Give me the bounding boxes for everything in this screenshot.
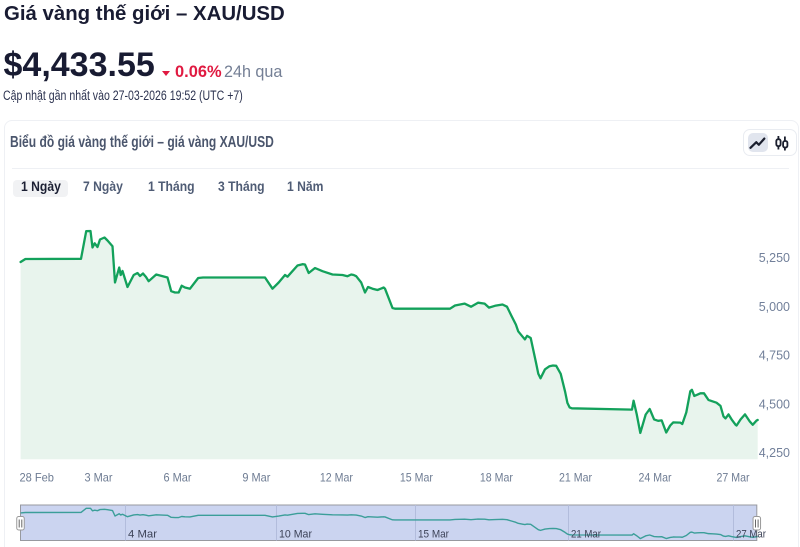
svg-text:12 Mar: 12 Mar (320, 471, 353, 485)
svg-text:24 Mar: 24 Mar (639, 471, 672, 485)
svg-text:27 Mar: 27 Mar (736, 529, 766, 541)
svg-text:4 Mar: 4 Mar (128, 529, 157, 541)
svg-text:10 Mar: 10 Mar (279, 529, 312, 541)
svg-text:21 Mar: 21 Mar (571, 529, 601, 541)
svg-text:4,250: 4,250 (759, 446, 790, 460)
svg-text:9 Mar: 9 Mar (242, 471, 270, 485)
svg-text:3 Mar: 3 Mar (85, 471, 113, 485)
svg-text:28 Feb: 28 Feb (19, 471, 54, 485)
svg-text:15 Mar: 15 Mar (418, 529, 449, 541)
svg-text:6 Mar: 6 Mar (164, 471, 192, 485)
svg-text:15 Mar: 15 Mar (400, 471, 433, 485)
svg-text:27 Mar: 27 Mar (717, 471, 750, 485)
svg-text:21 Mar: 21 Mar (559, 471, 592, 485)
svg-text:4,500: 4,500 (759, 397, 790, 411)
svg-text:18 Mar: 18 Mar (480, 471, 513, 485)
svg-text:5,000: 5,000 (759, 300, 790, 314)
svg-text:5,250: 5,250 (759, 251, 790, 265)
svg-text:4,750: 4,750 (759, 349, 790, 363)
